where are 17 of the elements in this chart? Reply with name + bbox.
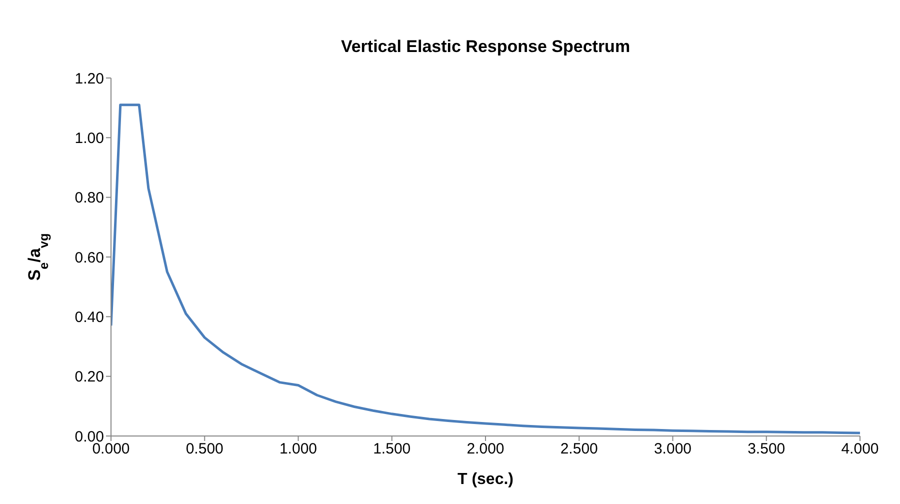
x-axis-title: T (sec.) [457, 471, 514, 488]
x-tick-label: 3.500 [748, 440, 786, 458]
y-tick-label: 0.80 [74, 190, 104, 207]
x-tick-label: 4.000 [841, 440, 879, 458]
x-tick-label: 2.000 [466, 440, 504, 458]
x-tick-label: 1.000 [279, 440, 318, 458]
chart-title: Vertical Elastic Response Spectrum [340, 37, 630, 56]
y-tick-label: 0.20 [74, 368, 104, 386]
x-tick-label: 0.000 [92, 440, 130, 458]
x-tick-label: 1.500 [373, 440, 411, 458]
x-tick-label: 2.500 [560, 440, 598, 458]
x-tick-label: 3.000 [654, 440, 692, 458]
y-tick-label: 1.20 [74, 70, 104, 88]
y-tick-label: 0.40 [74, 308, 104, 326]
y-tick-label: 1.00 [74, 130, 104, 147]
y-tick-label: 0.60 [74, 249, 104, 266]
x-tick-label: 0.500 [186, 440, 224, 458]
